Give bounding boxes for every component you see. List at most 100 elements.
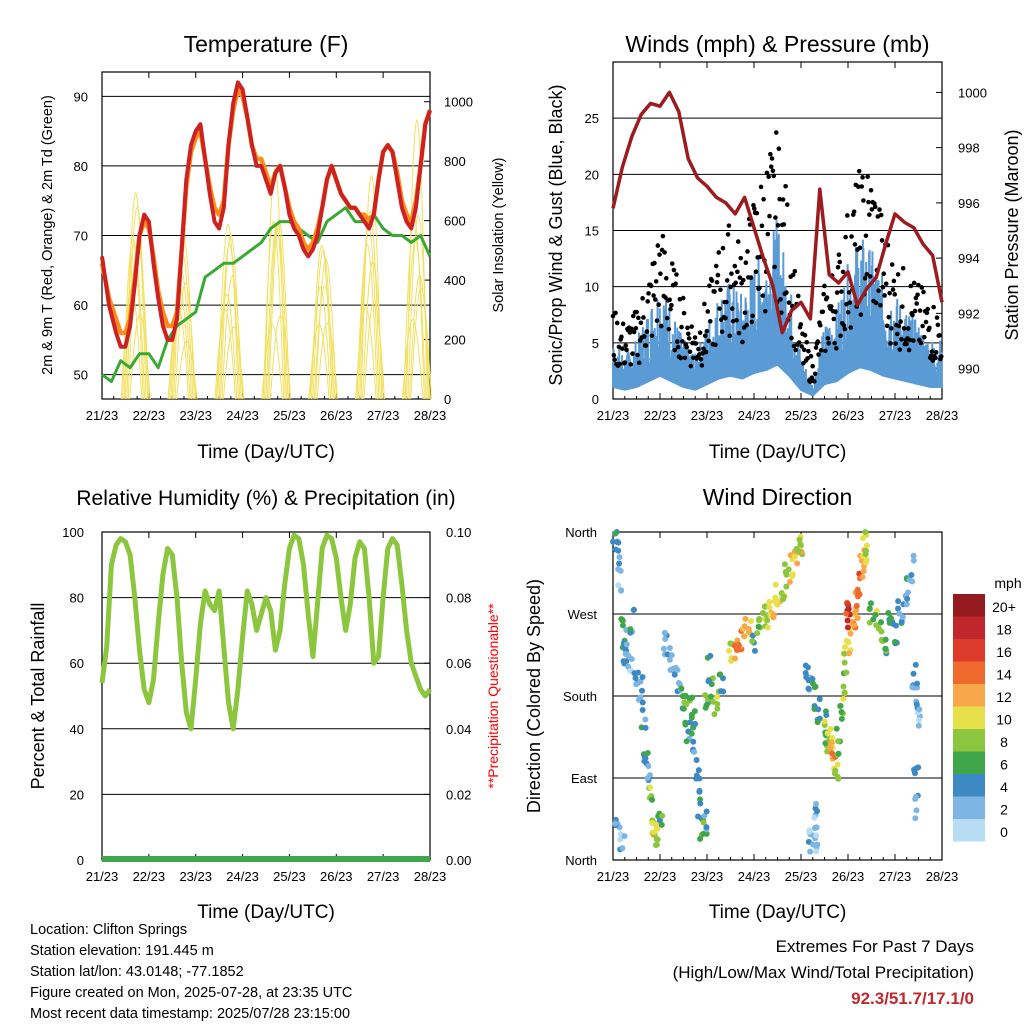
gust-dot: [934, 315, 940, 320]
gust-dot: [899, 337, 904, 342]
gust-dot: [712, 289, 717, 294]
gust-dot: [786, 300, 792, 305]
direction-dot: [854, 589, 861, 596]
direction-dot: [840, 695, 847, 702]
extremes-panel: Extremes For Past 7 Days (High/Low/Max W…: [673, 934, 974, 1012]
gust-dot: [671, 267, 677, 273]
dir-ytick-label: East: [571, 771, 597, 786]
gust-dot: [852, 242, 858, 247]
solar-insolation-line: [313, 285, 336, 400]
direction-dot: [705, 678, 712, 685]
gust-dot: [660, 233, 666, 239]
gust-dot: [928, 353, 934, 359]
gust-dot: [724, 278, 730, 283]
gust-dot: [767, 213, 772, 219]
gust-dot: [843, 234, 848, 240]
gust-dot: [624, 347, 629, 353]
direction-dot: [838, 708, 845, 715]
gust-dot: [720, 245, 726, 251]
gust-dot: [702, 301, 707, 307]
solar-insolation-line: [410, 287, 432, 400]
direction-dot: [789, 571, 796, 578]
direction-dot: [780, 593, 787, 600]
direction-dot: [637, 678, 644, 685]
direction-dot: [711, 711, 718, 718]
direction-dot: [783, 583, 790, 590]
gust-dot: [669, 261, 675, 266]
gust-dot: [777, 196, 782, 202]
solar-insolation-line: [357, 224, 380, 400]
direction-dot: [850, 622, 857, 629]
gust-dot: [813, 345, 819, 350]
temp-xtick-label: 26/23: [320, 408, 353, 423]
temp-xtick-label: 24/23: [226, 408, 259, 423]
direction-dot: [805, 685, 812, 692]
legend-label: 10: [996, 712, 1012, 728]
temp-xtick-label: 25/23: [273, 408, 306, 423]
gust-dot: [715, 272, 721, 278]
direction-dot: [813, 800, 820, 807]
gust-dot: [806, 348, 811, 354]
gust-dot: [669, 302, 674, 308]
rh-y2tick-label: 0.06: [446, 656, 471, 671]
gust-dot: [697, 330, 703, 335]
gust-dot: [666, 326, 672, 332]
wind-title: Winds (mph) & Pressure (mb): [625, 31, 929, 57]
gust-dot: [645, 299, 650, 304]
gust-dot: [738, 255, 744, 261]
direction-dot: [845, 605, 852, 612]
solar-insolation-line: [359, 210, 381, 400]
rh-ytick-label: 60: [70, 656, 84, 671]
gust-dot: [709, 278, 715, 283]
direction-dot: [649, 796, 656, 803]
wind-xtick-label: 28/23: [926, 408, 959, 423]
gust-dot: [693, 341, 699, 346]
legend-swatch: [953, 684, 985, 707]
legend-label: 6: [1000, 757, 1008, 773]
rh-ytick-label: 100: [62, 525, 84, 540]
solar-insolation-line: [316, 322, 339, 400]
gust-dot: [897, 347, 903, 352]
gust-dot: [617, 361, 623, 367]
gust-dot: [729, 271, 734, 276]
direction-dot: [835, 738, 842, 745]
direction-dot: [662, 635, 669, 642]
temp-y2tick-label: 800: [444, 154, 466, 169]
gust-dot: [845, 213, 850, 218]
direction-dot: [688, 714, 695, 721]
direction-dot: [805, 677, 812, 684]
gust-dot: [716, 250, 722, 255]
solar-insolation-line: [129, 314, 151, 400]
gust-dot: [749, 319, 755, 325]
temp-ytick-label: 50: [74, 368, 88, 383]
direction-dot: [913, 701, 920, 708]
gust-dot: [743, 260, 749, 266]
gust-dot: [922, 334, 927, 340]
gust-dot: [748, 275, 754, 281]
gust-dot: [698, 356, 704, 362]
gust-dot: [643, 343, 649, 348]
solar-insolation-line: [269, 314, 292, 400]
gust-dot: [682, 355, 688, 361]
gust-dot: [793, 347, 799, 353]
direction-dot: [683, 738, 690, 745]
gust-dot: [919, 285, 925, 290]
gust-dot: [881, 271, 887, 277]
gust-dot: [620, 346, 625, 351]
solar-insolation-line: [360, 174, 383, 400]
direction-dot: [639, 699, 646, 706]
gust-dot: [901, 326, 907, 331]
gust-dot: [703, 349, 709, 355]
gust-dot: [888, 341, 893, 346]
gust-dot: [753, 269, 759, 274]
direction-dot: [843, 669, 850, 676]
gust-dot: [706, 338, 711, 344]
direction-dot: [644, 775, 651, 782]
gust-dot: [867, 212, 872, 217]
solar-insolation-line: [221, 275, 244, 400]
gust-dot: [713, 342, 718, 348]
gust-dot: [688, 363, 694, 369]
station-info: Location: Clifton Springs Station elevat…: [30, 920, 352, 1025]
gust-dot: [833, 309, 838, 315]
station-latlon: Station lat/lon: 43.0148; -77.1852: [30, 964, 244, 980]
